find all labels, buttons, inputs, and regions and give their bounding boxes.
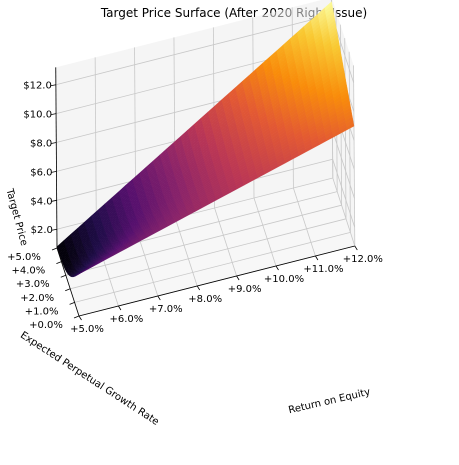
y-tick-label: +1.0% [25,306,59,317]
x-tick-mark [196,285,201,291]
y-axis-line [56,247,80,317]
z-tick-label: $6.0 [30,167,52,178]
z-tick-mark [50,113,57,116]
wall-grid-line [55,14,332,86]
z-tick-mark [51,142,57,144]
y-tick-mark [73,315,80,319]
wall-grid-line [94,57,97,239]
y-axis-label: Expected Perpetual Growth Rate [18,330,161,428]
floor-grid-line [174,217,198,287]
z-tick-label: $4.0 [30,196,52,207]
x-tick-label: +6.0% [110,314,144,325]
x-axis-label: Return on Equity [287,387,371,417]
z-tick-label: $12.0 [23,81,52,92]
x-tick-label: +11.0% [303,264,343,275]
y-tick-label: +2.0% [20,293,54,304]
floor-pane [57,178,355,316]
y-tick-label: +4.0% [12,266,46,277]
x-tick-mark [275,265,279,271]
y-tick-mark [51,247,58,251]
x-tick-mark [354,245,358,251]
x-tick-label: +9.0% [228,284,262,295]
wall-grid-line [348,51,351,233]
y-tick-mark [60,274,66,278]
y-tick-label: +3.0% [16,279,50,290]
floor-grid-line [74,232,351,303]
x-axis-line [78,245,355,317]
x-tick-label: +7.0% [149,304,183,315]
wall-grid-line [353,65,356,247]
z-tick-mark [50,84,56,87]
z-axis-label: Target Price [3,187,29,247]
z-tick-mark [51,171,57,173]
x-tick-mark [236,275,240,281]
floor-grid-line [214,207,237,277]
floor-grid-line [253,197,277,267]
x-tick-label: +5.0% [70,324,104,335]
x-tick-mark [78,315,82,321]
floor-grid-line [293,187,316,257]
axis-lines [55,67,355,317]
z-tick-mark [51,199,57,202]
y-tick-label: +5.0% [7,252,41,263]
y-tick-mark [69,302,75,305]
wall-grid-line [332,159,356,228]
z-axis-line [55,67,58,249]
floor-grid-line [332,177,356,247]
surface-patch [346,122,355,131]
x-tick-mark [315,255,319,261]
x-tick-label: +8.0% [188,294,222,305]
y-tick-label: +0.0% [29,320,63,331]
x-tick-mark [118,305,122,311]
z-tick-label: $2.0 [31,225,53,236]
x-tick-label: +12.0% [343,254,383,265]
y-tick-mark [56,261,62,264]
y-tick-mark [65,288,71,292]
tick-labels: +5.0% +6.0% +7.0% +8.0% +9.0%+10.0%+11.0%+12… [7,81,383,335]
x-tick-label: +10.0% [264,274,304,285]
z-tick-mark [51,228,57,231]
z-tick-label: $8.0 [30,139,52,150]
z-tick-label: $10.0 [23,110,52,121]
floor-grid-line [70,218,347,290]
floor-grid-line [65,204,342,276]
wall-grid-line [332,130,355,199]
x-tick-mark [157,295,161,301]
surface-plot [56,1,355,278]
